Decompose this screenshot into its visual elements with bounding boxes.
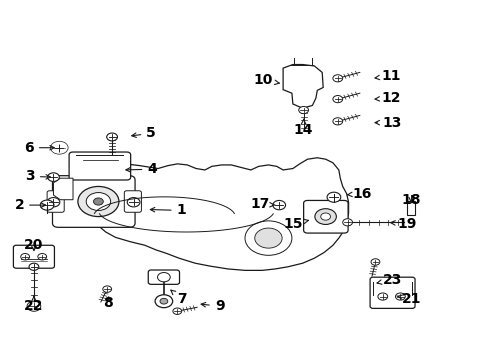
- Text: 8: 8: [103, 296, 113, 310]
- Circle shape: [327, 192, 341, 202]
- Circle shape: [155, 295, 172, 308]
- Circle shape: [38, 253, 47, 260]
- Circle shape: [160, 298, 168, 304]
- Text: 15: 15: [283, 217, 309, 231]
- Circle shape: [321, 213, 331, 220]
- Circle shape: [255, 228, 282, 248]
- FancyBboxPatch shape: [47, 191, 64, 212]
- Text: 11: 11: [375, 69, 401, 83]
- Text: 4: 4: [126, 162, 157, 176]
- Circle shape: [50, 141, 68, 154]
- Circle shape: [299, 107, 309, 114]
- Circle shape: [78, 186, 119, 217]
- Circle shape: [158, 273, 170, 282]
- Text: 19: 19: [391, 217, 417, 231]
- Circle shape: [333, 75, 343, 82]
- Circle shape: [103, 286, 112, 292]
- Circle shape: [29, 263, 39, 270]
- Circle shape: [21, 253, 29, 260]
- Circle shape: [107, 133, 118, 141]
- Text: 6: 6: [24, 141, 54, 155]
- Circle shape: [40, 200, 54, 210]
- Text: 9: 9: [201, 299, 224, 313]
- Circle shape: [94, 198, 103, 205]
- Text: 20: 20: [24, 238, 44, 252]
- Circle shape: [127, 198, 140, 207]
- Text: 3: 3: [25, 170, 50, 183]
- Polygon shape: [283, 64, 323, 108]
- Circle shape: [333, 95, 343, 103]
- Circle shape: [371, 259, 380, 265]
- Circle shape: [378, 293, 388, 300]
- Circle shape: [48, 173, 59, 181]
- Text: 12: 12: [375, 91, 401, 105]
- Text: 21: 21: [397, 292, 422, 306]
- Text: 14: 14: [294, 120, 314, 137]
- Circle shape: [395, 293, 405, 300]
- FancyBboxPatch shape: [69, 152, 131, 180]
- Circle shape: [53, 143, 66, 152]
- Text: 16: 16: [347, 186, 372, 201]
- Text: 10: 10: [254, 73, 279, 87]
- Text: 2: 2: [14, 198, 46, 212]
- Polygon shape: [73, 158, 348, 270]
- Circle shape: [245, 221, 292, 255]
- Text: 18: 18: [401, 193, 421, 207]
- Text: 22: 22: [24, 296, 44, 313]
- Text: 13: 13: [375, 116, 402, 130]
- Circle shape: [47, 198, 60, 207]
- Bar: [407, 201, 415, 215]
- Circle shape: [86, 193, 111, 211]
- Circle shape: [173, 308, 182, 314]
- Circle shape: [273, 201, 286, 210]
- Text: 7: 7: [171, 290, 186, 306]
- FancyBboxPatch shape: [148, 270, 179, 284]
- Circle shape: [343, 219, 352, 226]
- FancyBboxPatch shape: [13, 245, 54, 268]
- Text: 1: 1: [150, 203, 186, 217]
- Polygon shape: [53, 178, 73, 200]
- Text: 17: 17: [250, 197, 275, 211]
- Circle shape: [333, 118, 343, 125]
- Circle shape: [27, 301, 41, 311]
- Text: 23: 23: [377, 273, 402, 287]
- FancyBboxPatch shape: [304, 201, 348, 233]
- FancyBboxPatch shape: [370, 277, 415, 309]
- FancyBboxPatch shape: [52, 176, 135, 227]
- Circle shape: [315, 209, 336, 225]
- FancyBboxPatch shape: [124, 191, 142, 212]
- Text: 5: 5: [132, 126, 156, 140]
